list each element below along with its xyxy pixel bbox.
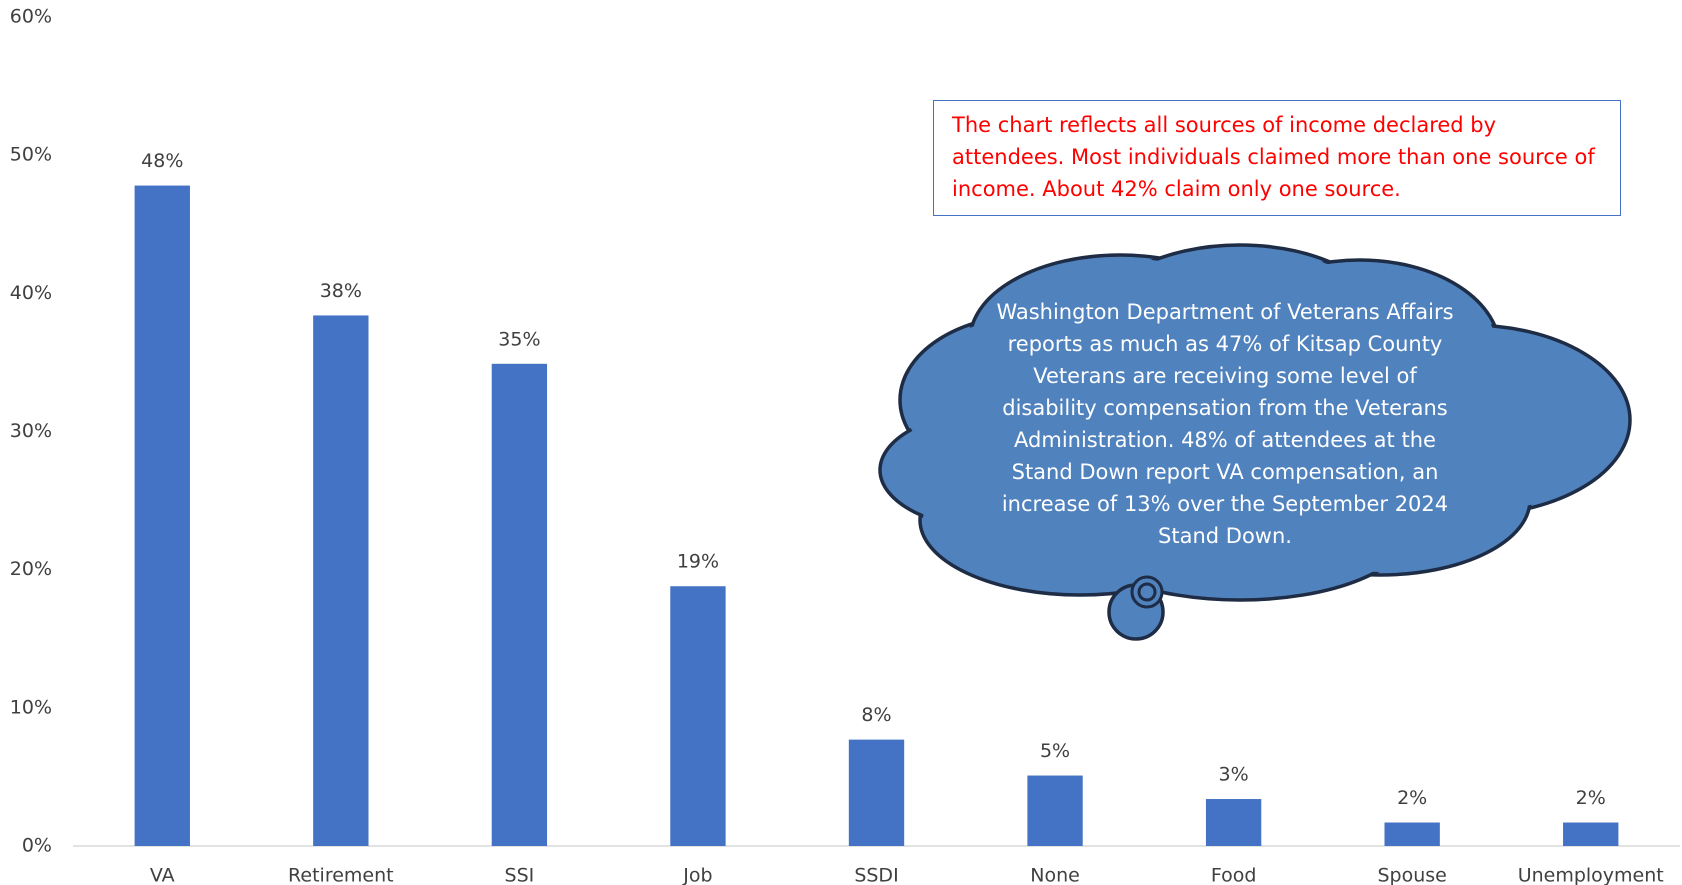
bar <box>313 315 369 846</box>
x-tick-label: Retirement <box>288 865 394 885</box>
data-label: 3% <box>1219 764 1249 786</box>
y-tick-label: 20% <box>10 558 52 580</box>
bar <box>491 363 548 846</box>
y-tick-label: 30% <box>10 420 52 442</box>
data-label: 19% <box>677 551 719 573</box>
bar <box>670 586 726 846</box>
bar <box>134 185 190 846</box>
cloud-annotation: Washington Department of Veterans Affair… <box>996 300 1454 548</box>
data-label: 48% <box>141 150 183 172</box>
bar <box>1563 822 1619 846</box>
data-label: 8% <box>861 704 891 726</box>
y-tick-label: 0% <box>22 835 52 857</box>
x-tick-label: Unemployment <box>1518 865 1664 885</box>
data-label: 38% <box>320 280 362 302</box>
x-tick-label: VA <box>150 865 175 885</box>
x-tick-label: Spouse <box>1377 865 1446 885</box>
y-tick-label: 40% <box>10 282 52 304</box>
data-label: 35% <box>498 328 540 350</box>
data-label: 5% <box>1040 740 1070 762</box>
bar <box>1027 775 1083 846</box>
x-tick-label: Food <box>1211 865 1257 885</box>
y-tick-label: 60% <box>10 6 52 28</box>
x-tick-label: None <box>1030 865 1080 885</box>
bar <box>848 739 905 846</box>
cloud <box>878 243 1632 641</box>
x-tick-label: Job <box>682 865 712 885</box>
annotation-box: The chart reflects all sources of income… <box>933 100 1621 216</box>
bar <box>1205 799 1262 846</box>
data-label: 2% <box>1397 787 1427 809</box>
cloud-fill <box>1013 323 1507 537</box>
x-tick-label: SSDI <box>854 865 898 885</box>
cloud-bubble <box>1130 575 1164 609</box>
data-label: 2% <box>1576 787 1606 809</box>
y-tick-label: 50% <box>10 144 52 166</box>
bar <box>1384 822 1440 846</box>
y-tick-label: 10% <box>10 696 52 718</box>
cloud-bubble <box>1137 582 1157 602</box>
x-tick-label: SSI <box>505 865 535 885</box>
